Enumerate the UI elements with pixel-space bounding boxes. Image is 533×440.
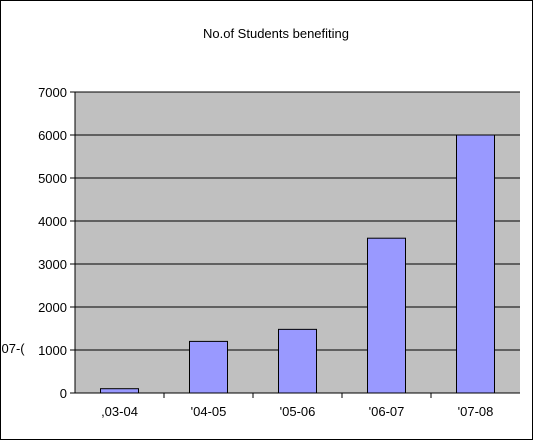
- x-tick-label: '04-05: [191, 404, 227, 419]
- y-tick-label: 7000: [38, 85, 67, 100]
- bar: [100, 388, 139, 394]
- y-tick-label: 3000: [38, 257, 67, 272]
- y-tick-label: 6000: [38, 128, 67, 143]
- y-axis-ticks: 0 1000 2000 3000 4000 5000 6000 7000: [38, 85, 67, 401]
- y-tick-label: 1000: [38, 343, 67, 358]
- x-tick-label: '06-07: [369, 404, 405, 419]
- y-tick-label: 4000: [38, 214, 67, 229]
- bar: [456, 134, 495, 394]
- bars: [100, 134, 495, 394]
- x-tick-label: '05-06: [280, 404, 316, 419]
- y-tick-label: 5000: [38, 171, 67, 186]
- gridlines: [75, 91, 520, 351]
- y-tick-label: 2000: [38, 300, 67, 315]
- axes: [70, 91, 520, 398]
- y-tick-label: 0: [60, 386, 67, 401]
- bar: [189, 340, 228, 394]
- x-axis-ticks: ,03-04 '04-05 '05-06 '06-07 '07-08: [101, 404, 493, 419]
- bar: [367, 237, 406, 394]
- x-tick-label: ,03-04: [101, 404, 138, 419]
- x-tick-label: '07-08: [458, 404, 494, 419]
- bar: [278, 328, 317, 394]
- chart-title: No.of Students benefiting: [203, 26, 349, 41]
- clipped-overflow-label: '07-(: [0, 341, 25, 356]
